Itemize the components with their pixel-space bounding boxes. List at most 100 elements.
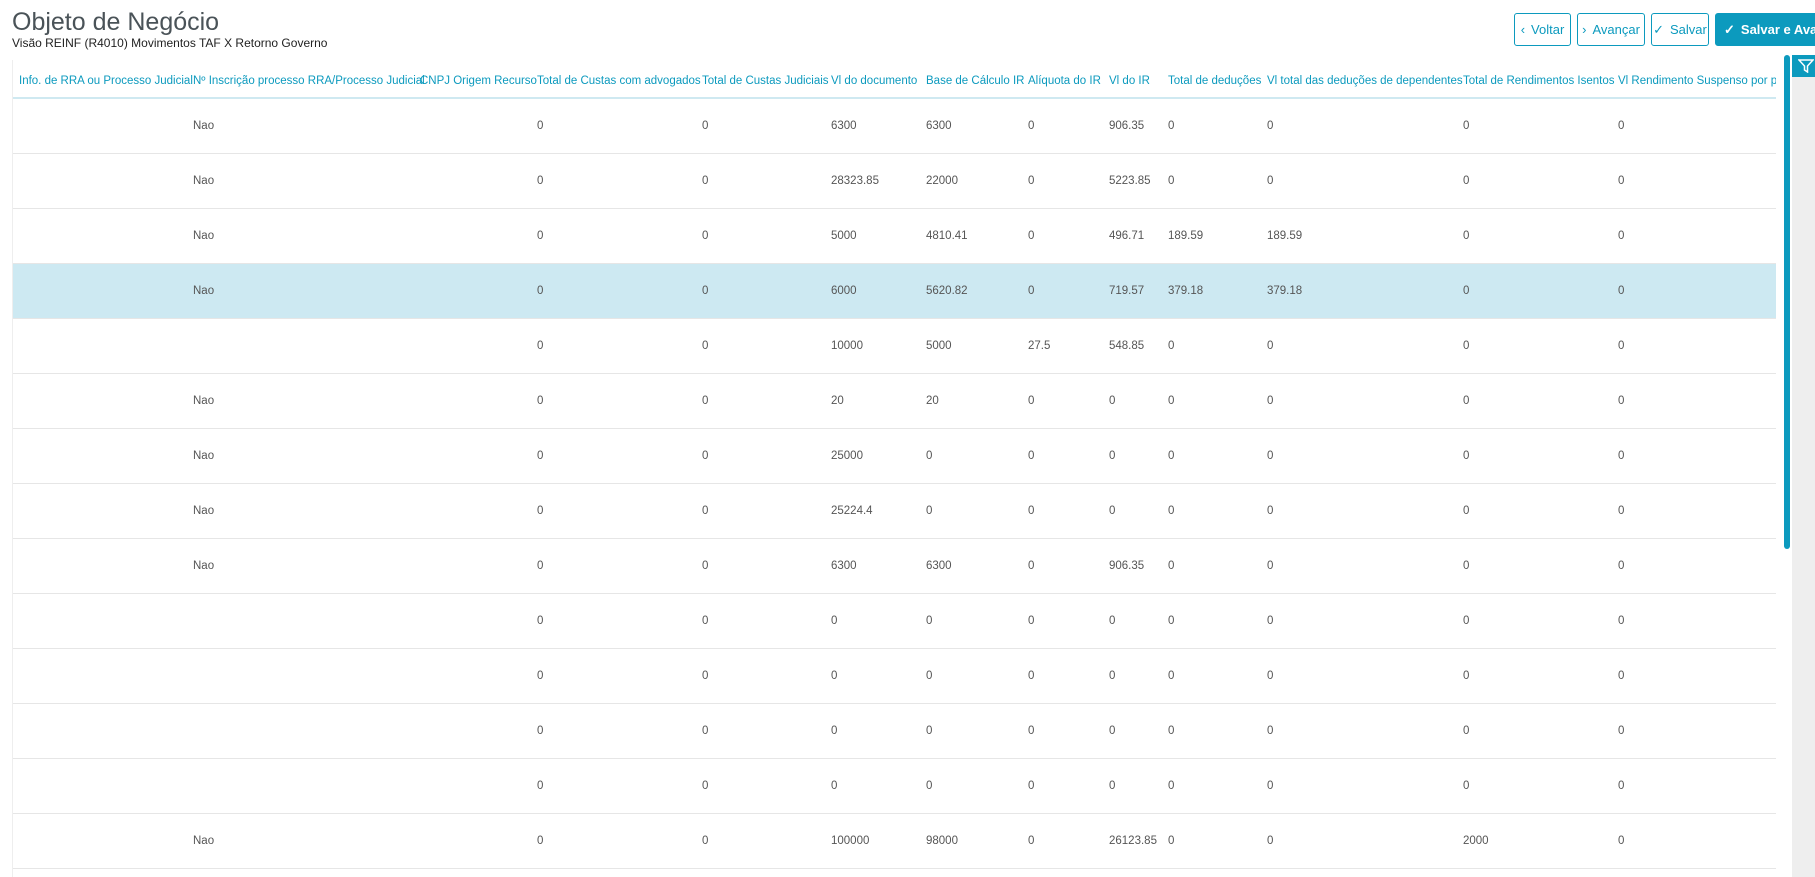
column-header[interactable]: Total de Rendimentos Isentos (1463, 75, 1615, 87)
table-cell: 0 (926, 780, 933, 792)
table-cell: 0 (1618, 175, 1625, 187)
table-cell: 0 (926, 725, 933, 737)
table-cell: 0 (1109, 395, 1116, 407)
check-icon: ✓ (1724, 21, 1735, 37)
column-header[interactable]: Nº Inscrição processo RRA/Processo Judic… (193, 75, 425, 87)
save-button[interactable]: ✓ Salvar (1651, 13, 1709, 46)
table-cell: 0 (1267, 670, 1274, 682)
chevron-left-icon: ‹ (1520, 22, 1526, 37)
table-row[interactable]: Nao 0 0 6300 6300 0 906.35 0 0 0 0 (13, 539, 1776, 594)
table-cell: 0 (1618, 670, 1625, 682)
table-row[interactable]: Nao 0 0 5000 4810.41 0 496.71 189.59 189.59 0 0 (13, 209, 1776, 264)
table-cell: 496.71 (1109, 230, 1145, 242)
table-cell: 0 (1109, 615, 1116, 627)
table-cell: 189.59 (1168, 230, 1204, 242)
table-cell: 0 (1463, 615, 1470, 627)
table-cell: 0 (537, 450, 544, 462)
table-cell: 0 (1028, 450, 1035, 462)
table-cell: 0 (1028, 175, 1035, 187)
table-row[interactable]: Nao 0 0 20 20 0 0 0 0 0 0 (13, 374, 1776, 429)
table-cell: 10000 (831, 340, 863, 352)
table-cell: 0 (1109, 505, 1116, 517)
table-cell: 0 (1028, 505, 1035, 517)
table-cell: 0 (702, 340, 709, 352)
column-header[interactable]: Vl do IR (1109, 75, 1150, 87)
check-icon: ✓ (1653, 21, 1665, 37)
table-cell: 0 (702, 670, 709, 682)
table-cell: 0 (1267, 560, 1274, 572)
table-cell: 6300 (926, 560, 952, 572)
table-cell: 0 (831, 725, 838, 737)
table-cell: Nao (193, 395, 215, 407)
next-button[interactable]: › Avançar (1577, 13, 1645, 46)
table-cell: 0 (1028, 835, 1035, 847)
table-cell: 0 (702, 615, 709, 627)
table-cell: 0 (1168, 725, 1175, 737)
table-cell: 5223.85 (1109, 175, 1151, 187)
save-and-next-button[interactable]: ✓Salvar e Avançar (1715, 13, 1815, 46)
table-cell: Nao (193, 175, 215, 187)
column-header[interactable]: Vl do documento (831, 75, 918, 87)
table-cell: 0 (1618, 615, 1625, 627)
table-row[interactable]: Nao 0 0 25000 0 0 0 0 0 0 0 (13, 429, 1776, 484)
table-cell: 98000 (926, 835, 958, 847)
table-cell: 379.18 (1267, 285, 1303, 297)
table-cell: 0 (1618, 230, 1625, 242)
column-header[interactable]: Total de Custas Judiciais (702, 75, 829, 87)
table-cell: 0 (537, 175, 544, 187)
table-cell: 0 (1109, 450, 1116, 462)
table-cell: 0 (1267, 450, 1274, 462)
vertical-scrollbar[interactable] (1784, 55, 1790, 549)
table-cell: 0 (1618, 725, 1625, 737)
table-cell: 5000 (926, 340, 952, 352)
column-header[interactable]: Total de Custas com advogados (537, 75, 701, 87)
table-cell: Nao (193, 450, 215, 462)
table-cell: 0 (1168, 780, 1175, 792)
table-cell: 0 (1463, 120, 1470, 132)
table-cell: 719.57 (1109, 285, 1145, 297)
table-cell: 0 (537, 725, 544, 737)
table-row[interactable]: Nao 0 0 28323.85 22000 0 5223.85 0 0 0 0 (13, 154, 1776, 209)
table-row[interactable]: Nao 0 0 25224.4 0 0 0 0 0 0 0 (13, 484, 1776, 539)
table-row[interactable]: Nao 0 0 100000 98000 0 26123.85 0 0 2000 0 (13, 814, 1776, 869)
table-row[interactable]: 0 0 0 0 0 0 0 0 0 0 (13, 649, 1776, 704)
back-button[interactable]: ‹ Voltar (1514, 13, 1571, 46)
table-cell: Nao (193, 835, 215, 847)
table-cell: 189.59 (1267, 230, 1303, 242)
table-cell: 0 (1028, 285, 1035, 297)
table-cell: 0 (1463, 560, 1470, 572)
table-cell: 0 (1463, 725, 1470, 737)
column-header[interactable]: CNPJ Origem Recurso (420, 75, 537, 87)
column-header[interactable]: Total de deduções (1168, 75, 1262, 87)
column-header[interactable]: Base de Cálculo IR (926, 75, 1025, 87)
table-cell: 0 (1463, 395, 1470, 407)
filter-button[interactable] (1792, 55, 1815, 77)
table-cell: 0 (702, 230, 709, 242)
table-cell: 0 (831, 780, 838, 792)
table-row[interactable]: 0 0 0 0 0 0 0 0 0 0 (13, 759, 1776, 814)
table-cell: 0 (1267, 340, 1274, 352)
column-header[interactable]: Vl Rendimento Suspenso por pro (1618, 75, 1776, 87)
page-subtitle: Visão REINF (R4010) Movimentos TAF X Ret… (12, 36, 328, 50)
table-cell: 0 (1028, 615, 1035, 627)
table-cell: 0 (1618, 505, 1625, 517)
column-header[interactable]: Alíquota do IR (1028, 75, 1101, 87)
column-header[interactable]: Vl total das deduções de dependentes (1267, 75, 1463, 87)
table-cell: 5620.82 (926, 285, 968, 297)
table-row[interactable]: 0 0 10000 5000 27.5 548.85 0 0 0 0 (13, 319, 1776, 374)
table-cell: 25224.4 (831, 505, 873, 517)
table-cell: Nao (193, 230, 215, 242)
table-cell: 25000 (831, 450, 863, 462)
table-row[interactable]: 0 0 0 0 0 0 0 0 0 0 (13, 704, 1776, 759)
table-cell: 0 (1618, 285, 1625, 297)
table-cell: 379.18 (1168, 285, 1204, 297)
table-row[interactable]: 0 0 0 0 0 0 0 0 0 0 (13, 594, 1776, 649)
table-cell: 0 (926, 670, 933, 682)
table-cell: 27.5 (1028, 340, 1051, 352)
table-cell: 0 (1267, 395, 1274, 407)
column-header[interactable]: Info. de RRA ou Processo Judicial (19, 75, 193, 87)
table-cell: 0 (537, 615, 544, 627)
table-row[interactable]: Nao 0 0 6000 5620.82 0 719.57 379.18 379.18 0 0 (13, 264, 1776, 319)
table-cell: Nao (193, 120, 215, 132)
table-row[interactable]: Nao 0 0 6300 6300 0 906.35 0 0 0 0 (13, 99, 1776, 154)
